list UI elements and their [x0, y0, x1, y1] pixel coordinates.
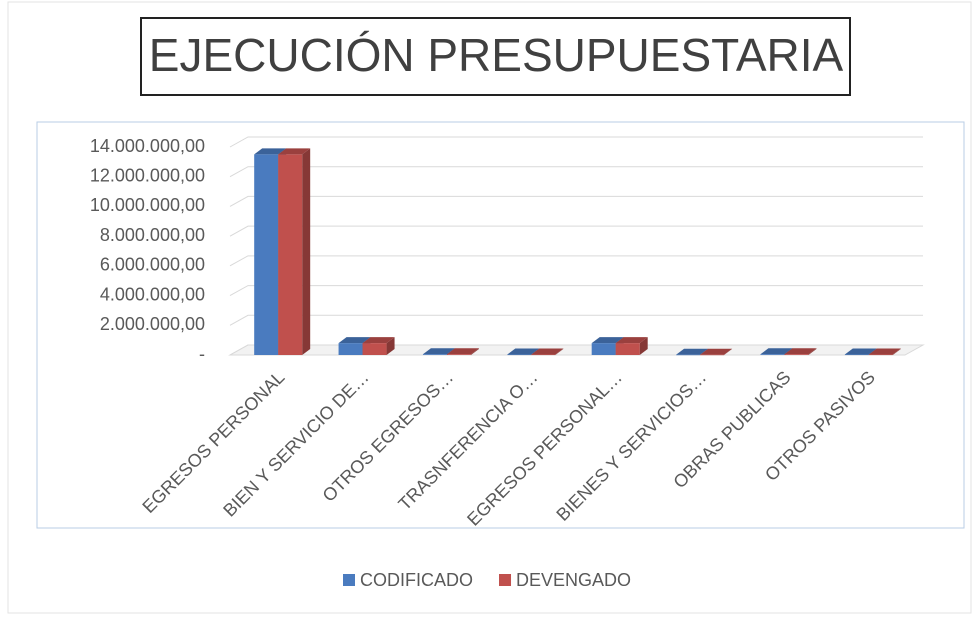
bar — [278, 154, 303, 355]
bar-top — [844, 348, 877, 355]
grid-line — [229, 314, 923, 326]
bar-top — [338, 337, 371, 344]
chart-area — [36, 121, 965, 529]
grid-line — [229, 195, 923, 207]
bar-side — [724, 348, 733, 355]
bar-top — [868, 348, 901, 355]
grid-line — [229, 255, 923, 267]
bar-side — [892, 348, 901, 355]
bar-top — [760, 348, 793, 355]
bar — [760, 354, 785, 355]
grid-line — [229, 225, 923, 237]
y-tick-label: - — [199, 344, 205, 364]
bar-top — [446, 348, 479, 355]
bar — [700, 354, 725, 356]
y-tick-label: 4.000.000,00 — [100, 284, 205, 304]
grid-line — [229, 344, 923, 356]
bar — [844, 354, 869, 356]
bar — [531, 354, 556, 356]
title-box — [140, 17, 851, 96]
y-tick-label: 12.000.000,00 — [90, 165, 205, 185]
bar-top — [676, 348, 709, 355]
floor — [228, 344, 925, 356]
bar — [254, 154, 279, 355]
bar-top — [531, 348, 564, 355]
x-tick-label: TRASNFERENCIA O… — [394, 367, 541, 514]
bar-side — [386, 337, 395, 355]
x-tick-label: BIENES Y SERVICIOS… — [552, 367, 710, 525]
bar — [446, 354, 471, 355]
x-tick-label: BIEN Y SERVICIO DE… — [219, 367, 372, 520]
bar-side — [808, 348, 817, 355]
bar — [676, 354, 701, 356]
legend-swatch — [343, 574, 355, 586]
bar-top — [615, 337, 648, 344]
bar-top — [278, 148, 311, 155]
y-tick-label: 8.000.000,00 — [100, 225, 205, 245]
chart-title: EJECUCIÓN PRESUPUESTARIA — [149, 29, 844, 81]
legend-label: DEVENGADO — [516, 570, 631, 590]
bar — [615, 343, 640, 355]
bar — [591, 343, 616, 355]
page-border — [7, 1, 972, 614]
bar — [422, 354, 447, 355]
legend-swatch — [499, 574, 512, 586]
bar — [362, 343, 387, 355]
x-tick-label: EGRESOS PERSONAL — [138, 367, 288, 517]
bar-side — [555, 348, 564, 355]
bar-side — [639, 337, 648, 355]
y-tick-label: 14.000.000,00 — [90, 136, 205, 156]
y-tick-label: 10.000.000,00 — [90, 195, 205, 215]
bar — [784, 354, 809, 355]
bar-top — [422, 348, 455, 355]
bar-side — [302, 148, 311, 355]
bar — [868, 354, 893, 356]
y-tick-label: 2.000.000,00 — [100, 314, 205, 334]
bar-top — [507, 348, 540, 355]
y-tick-label: 6.000.000,00 — [100, 255, 205, 275]
bar-top — [784, 348, 817, 355]
bar-top — [591, 337, 624, 344]
bar-top — [362, 337, 395, 344]
bar — [507, 354, 532, 356]
bar — [338, 343, 363, 355]
grid-line — [229, 285, 923, 297]
bar-side — [470, 348, 479, 355]
legend-label: CODIFICADO — [360, 570, 473, 590]
grid-line — [229, 136, 923, 148]
bar-top — [700, 348, 733, 355]
bar-top — [254, 148, 287, 155]
grid-line — [229, 166, 923, 178]
x-tick-label: EGRESOS PERSONAL… — [463, 367, 626, 530]
